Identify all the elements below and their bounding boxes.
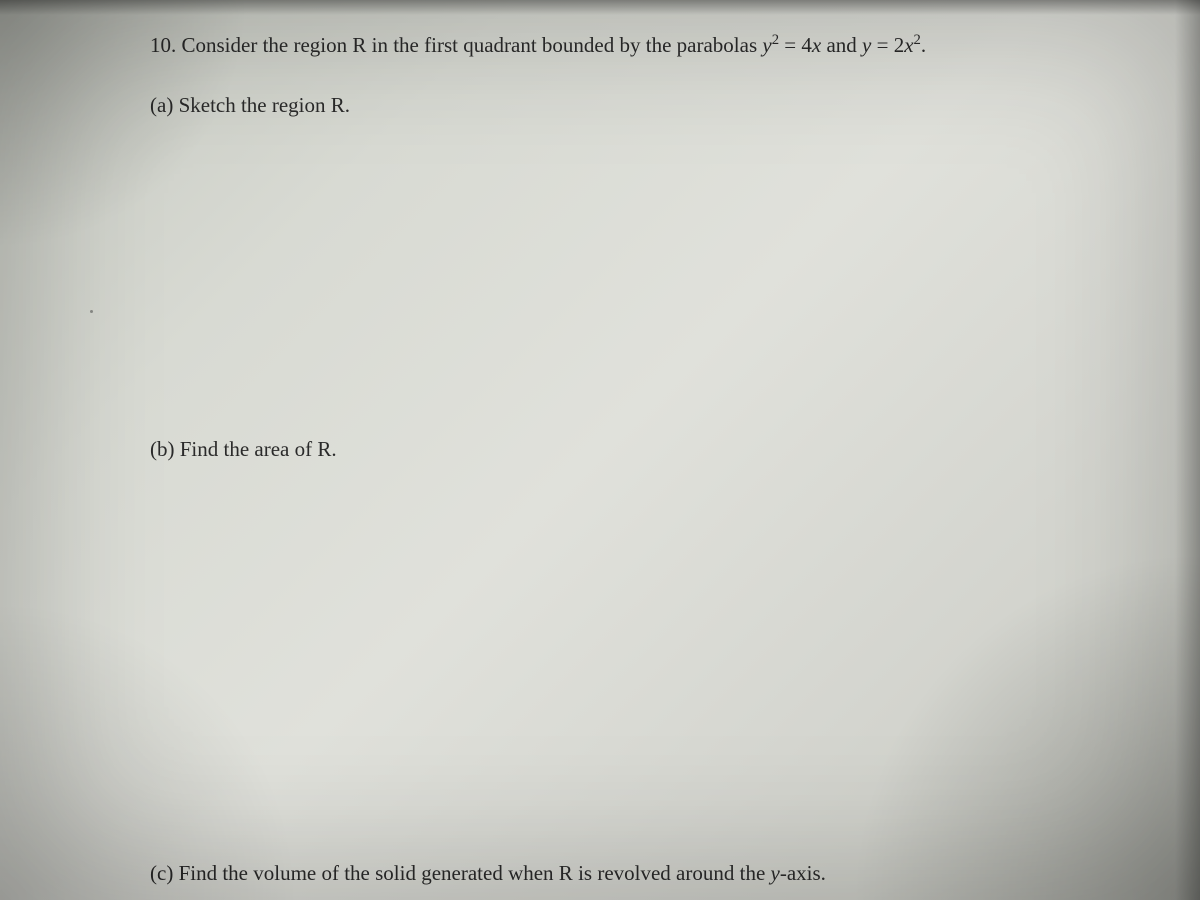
shadow-corner-br <box>850 550 1200 900</box>
statement-suffix: . <box>921 33 926 57</box>
eq1-lhs-var: y <box>762 33 771 57</box>
part-a-text: Sketch the region R. <box>173 93 350 117</box>
part-a: (a) Sketch the region R. <box>0 90 1200 122</box>
part-c: (c) Find the volume of the solid generat… <box>0 858 1200 890</box>
part-a-label: (a) <box>150 93 173 117</box>
eq1-rhs: = 4 <box>779 33 812 57</box>
part-c-text-suffix: -axis. <box>780 861 826 885</box>
connector: and <box>821 33 862 57</box>
eq1-lhs-exp: 2 <box>772 32 779 48</box>
eq2-rhs: = 2 <box>871 33 904 57</box>
problem-statement: 10. Consider the region R in the first q… <box>0 30 1200 62</box>
problem-number: 10. <box>150 33 176 57</box>
shadow-edge-top <box>0 0 1200 15</box>
eq2-lhs-var: y <box>862 33 871 57</box>
eq2-rhs-exp: 2 <box>914 32 921 48</box>
problem-text-prefix: Consider the region R in the first quadr… <box>182 33 763 57</box>
part-b: (b) Find the area of R. <box>0 434 1200 466</box>
part-c-label: (c) <box>150 861 173 885</box>
part-c-axis-var: y <box>771 861 780 885</box>
part-b-text: Find the area of R. <box>175 437 337 461</box>
margin-dot <box>90 310 93 313</box>
part-b-label: (b) <box>150 437 175 461</box>
eq2-rhs-var: x <box>904 33 913 57</box>
eq1-rhs-var: x <box>812 33 821 57</box>
part-c-text-prefix: Find the volume of the solid generated w… <box>173 861 770 885</box>
page-container: 10. Consider the region R in the first q… <box>0 0 1200 900</box>
shadow-corner-bl <box>0 600 300 900</box>
